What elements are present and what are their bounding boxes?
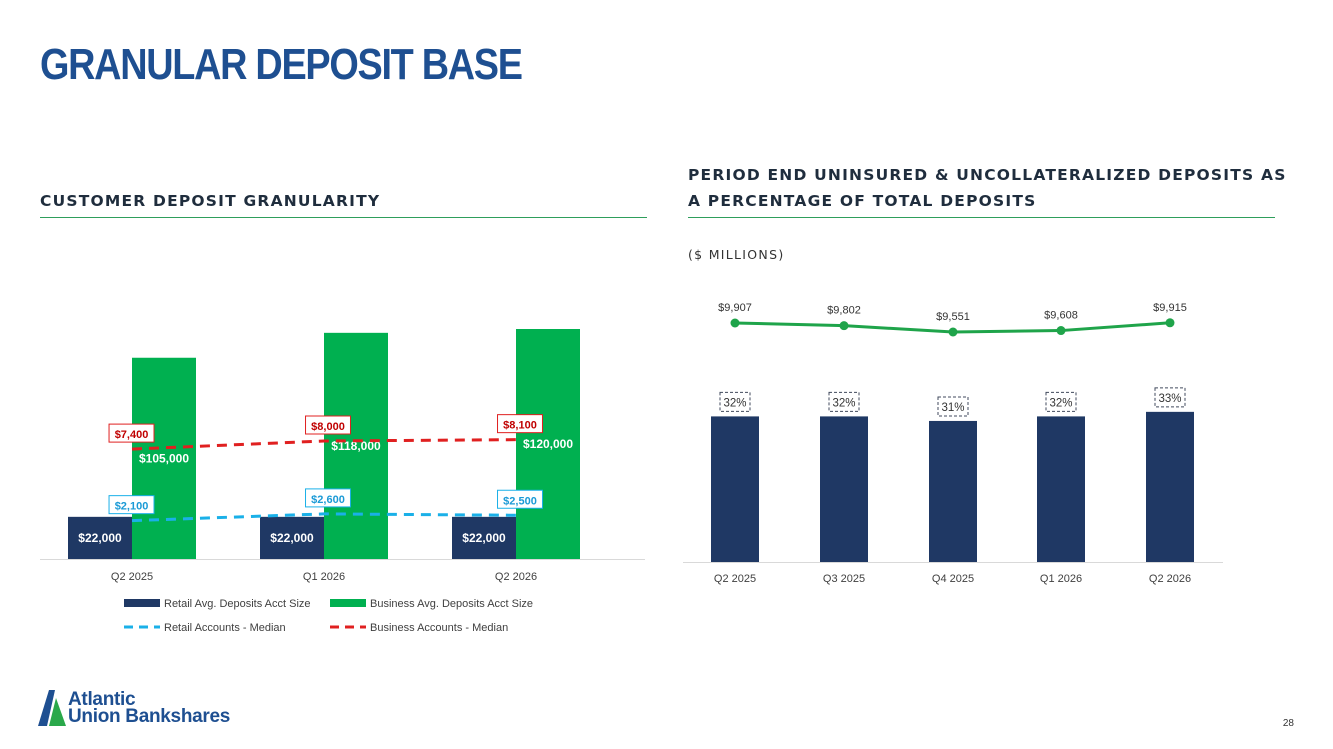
percent-label: 31%: [941, 402, 964, 414]
percent-label-box: [719, 391, 751, 412]
line-value-label: $9,608: [1044, 310, 1078, 322]
retail-median-label: $2,600: [311, 494, 345, 506]
line-value-label: $9,915: [1153, 302, 1187, 314]
business-median-label: $8,100: [503, 420, 537, 432]
percent-label: 33%: [1158, 393, 1181, 405]
retail-median-label-box: [108, 495, 155, 515]
business-median-label: $7,400: [115, 429, 149, 441]
business-median-label-box: [108, 423, 155, 443]
line-point: [730, 318, 740, 328]
x-tick-label: Q2 2025: [714, 573, 756, 585]
percent-label-box: [828, 391, 860, 412]
uninsured-deposits-chart: 32% Q2 2025 32% Q3 2025 31% Q4 2025 32% Q1 2026…: [683, 302, 1223, 585]
line-value-label: $9,802: [827, 305, 861, 317]
left-divider: [40, 217, 647, 218]
x-tick-label: Q4 2025: [932, 573, 974, 585]
line-point: [839, 321, 849, 331]
x-tick-label: Q2 2025: [111, 571, 153, 583]
business-median-label-box: [305, 415, 351, 435]
legend-label: Retail Avg. Deposits Acct Size: [164, 598, 311, 610]
business-bar: [132, 357, 196, 559]
retail-bar: [452, 516, 516, 559]
left-chart-title: CUSTOMER DEPOSIT GRANULARITY: [40, 192, 381, 210]
percent-label: 32%: [1049, 397, 1072, 409]
x-tick-label: Q3 2025: [823, 573, 865, 585]
retail-bar: [68, 516, 132, 559]
retail-median-label: $2,100: [115, 501, 149, 513]
legend-label: Business Accounts - Median: [370, 622, 508, 634]
legend-label: Business Avg. Deposits Acct Size: [370, 598, 533, 610]
legend-label: Retail Accounts - Median: [164, 622, 286, 634]
retail-bar-label: $22,000: [270, 531, 314, 545]
line-value-label: $9,907: [718, 302, 752, 314]
line-point: [948, 327, 958, 337]
line-point: [1165, 318, 1175, 328]
retail-median-label-box: [497, 489, 543, 509]
logo-line-1: Atlantic: [68, 689, 136, 710]
retail-bar-label: $22,000: [462, 531, 506, 545]
logo-line-2: Union Bankshares: [68, 706, 231, 727]
legend-swatch: [330, 599, 366, 607]
percent-bar: [1146, 411, 1194, 562]
percent-bar: [820, 416, 868, 562]
x-tick-label: Q2 2026: [1149, 573, 1191, 585]
line-value-label: $9,551: [936, 311, 970, 323]
retail-median-label: $2,500: [503, 495, 537, 507]
company-logo: Atlantic Union Bankshares: [38, 690, 230, 726]
page-title: GRANULAR DEPOSIT BASE: [40, 40, 523, 89]
business-bar-label: $120,000: [523, 437, 573, 451]
right-divider: [688, 217, 1275, 218]
business-bar-label: $118,000: [331, 439, 381, 453]
business-bar: [324, 332, 388, 559]
business-bar: [516, 329, 580, 559]
percent-label: 32%: [832, 397, 855, 409]
business-median-label-box: [497, 414, 543, 434]
percent-bar: [929, 420, 977, 562]
business-median-label: $8,000: [311, 421, 345, 433]
right-chart-subtitle: ($ MILLIONS): [688, 247, 785, 262]
percent-label-box: [1045, 391, 1077, 412]
logo-mark-icon: [38, 690, 66, 726]
page-number: 28: [1282, 718, 1294, 729]
percent-bar: [711, 416, 759, 562]
legend-swatch: [124, 599, 160, 607]
percent-label-box: [937, 396, 969, 417]
business-median-line: [131, 438, 517, 451]
percent-label-box: [1154, 387, 1186, 408]
x-tick-label: Q1 2026: [1040, 573, 1082, 585]
retail-median-label-box: [305, 488, 351, 508]
x-tick-label: Q2 2026: [495, 571, 537, 583]
right-chart-title: PERIOD END UNINSURED & UNCOLLATERALIZED …: [688, 166, 1287, 210]
retail-median-line: [131, 512, 517, 523]
x-tick-label: Q1 2026: [303, 571, 345, 583]
retail-bar-label: $22,000: [78, 531, 122, 545]
customer-deposit-granularity-chart: $22,000 $105,000 Q2 2025 $22,000 $118,000 Q1 …: [40, 329, 645, 634]
business-bar-label: $105,000: [139, 451, 189, 465]
line-point: [1056, 326, 1066, 336]
percent-label: 32%: [723, 397, 746, 409]
percent-bar: [1037, 416, 1085, 562]
retail-bar: [260, 516, 324, 559]
